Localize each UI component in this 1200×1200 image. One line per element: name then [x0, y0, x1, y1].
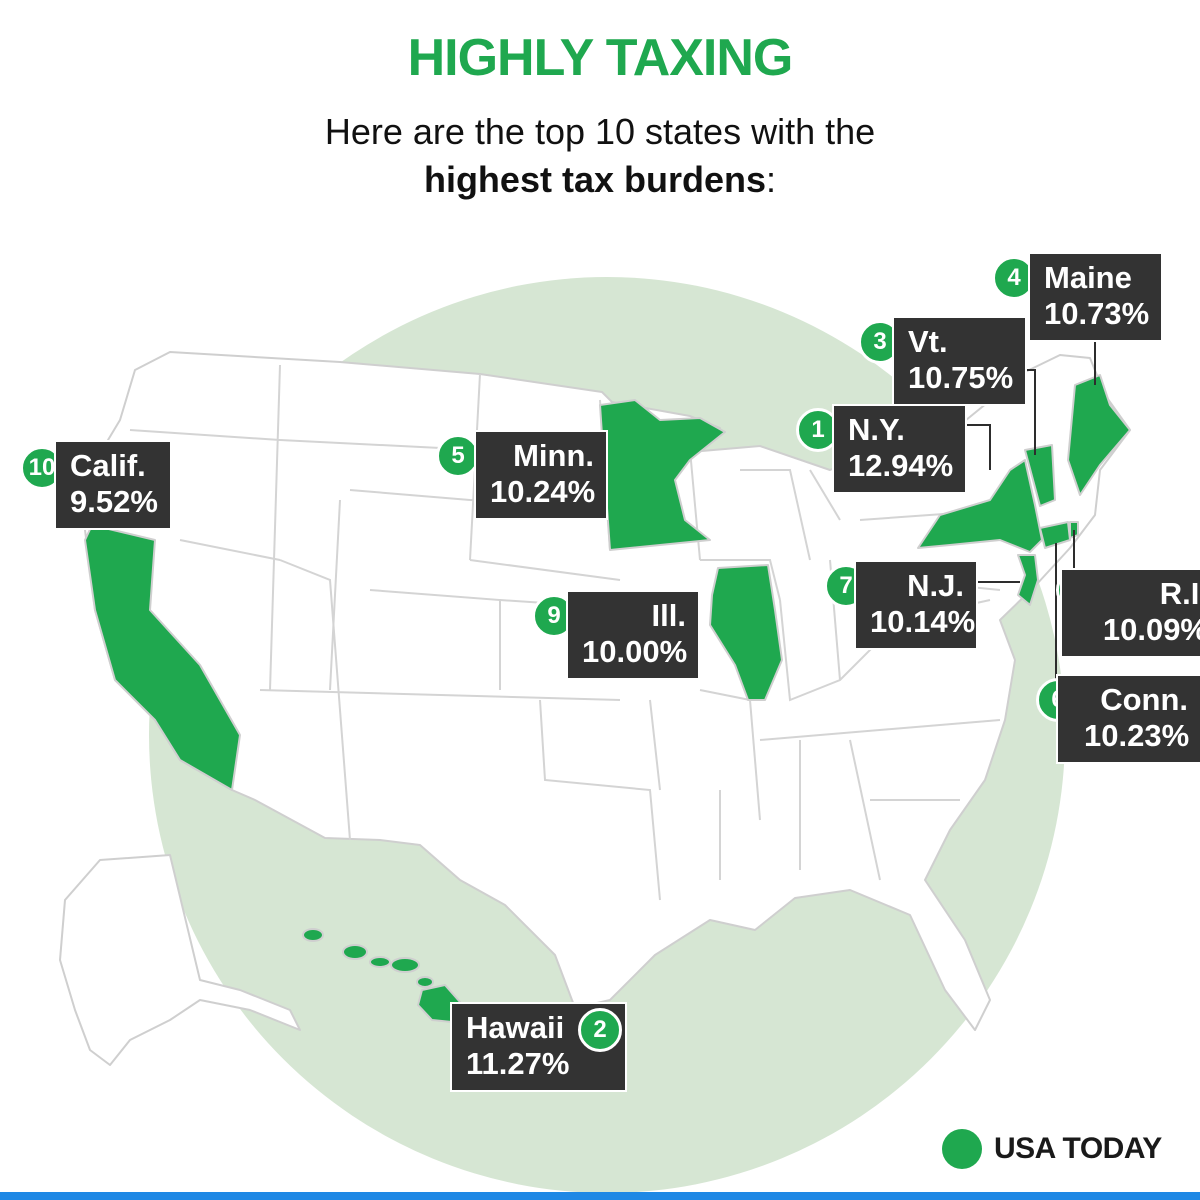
brand-dot-icon [942, 1129, 982, 1169]
label-box: N.Y. 12.94% [832, 404, 968, 494]
hawaii-islands [302, 928, 461, 1023]
label-box: Ill. 10.00% [566, 590, 700, 680]
label-box: Conn. 10.23% [1056, 674, 1200, 764]
subtitle-end: : [766, 159, 777, 200]
state-name: N.J. [907, 568, 964, 603]
brand-logo: USA TODAY [942, 1126, 1162, 1172]
state-name: Ill. [651, 598, 686, 633]
state-value: 10.14% [870, 604, 976, 639]
page-subtitle: Here are the top 10 states with the high… [0, 108, 1200, 204]
subtitle-line1: Here are the top 10 states with the [324, 111, 876, 152]
new-jersey-shape [1017, 554, 1039, 606]
vermont-shape [1024, 444, 1056, 507]
state-value: 12.94% [848, 448, 954, 483]
state-value: 10.00% [582, 634, 688, 669]
state-name: Hawaii [466, 1010, 565, 1045]
state-value: 10.23% [1084, 718, 1190, 753]
state-value: 10.09% [1102, 612, 1200, 647]
state-value: 9.52% [70, 484, 158, 519]
illinois-shape [709, 564, 783, 701]
california-shape [84, 524, 241, 791]
state-name: Calif. [70, 448, 146, 483]
bottom-bar [0, 1192, 1200, 1200]
label-box: R.I. 10.09% [1060, 568, 1200, 658]
label-box: Minn. 10.24% [474, 430, 608, 520]
minnesota-shape [599, 399, 726, 551]
state-value: 10.75% [908, 360, 1014, 395]
label-box: Maine 10.73% [1028, 252, 1164, 342]
highlighted-states [84, 374, 1131, 791]
subtitle-bold: highest tax burdens [423, 159, 767, 200]
state-name: N.Y. [848, 412, 905, 447]
state-name: Conn. [1100, 682, 1188, 717]
alaska-outline [59, 854, 301, 1066]
maine-shape [1067, 374, 1131, 496]
connecticut-shape [1039, 521, 1071, 549]
new-york-shape [917, 459, 1043, 553]
brand-name: USA TODAY [994, 1132, 1162, 1165]
state-name: R.I. [1159, 576, 1200, 611]
state-name: Maine [1044, 260, 1132, 295]
page-title: HIGHLY TAXING [407, 29, 794, 87]
label-box: Calif. 9.52% [54, 440, 172, 530]
label-box: Vt. 10.75% [892, 316, 1028, 406]
state-value: 10.73% [1044, 296, 1150, 331]
state-name: Vt. [908, 324, 948, 359]
state-value: 10.24% [490, 474, 596, 509]
state-value: 11.27% [466, 1046, 570, 1081]
rank-badge: 2 [578, 1008, 622, 1052]
state-name: Minn. [513, 438, 594, 473]
label-box: N.J. 10.14% [854, 560, 978, 650]
